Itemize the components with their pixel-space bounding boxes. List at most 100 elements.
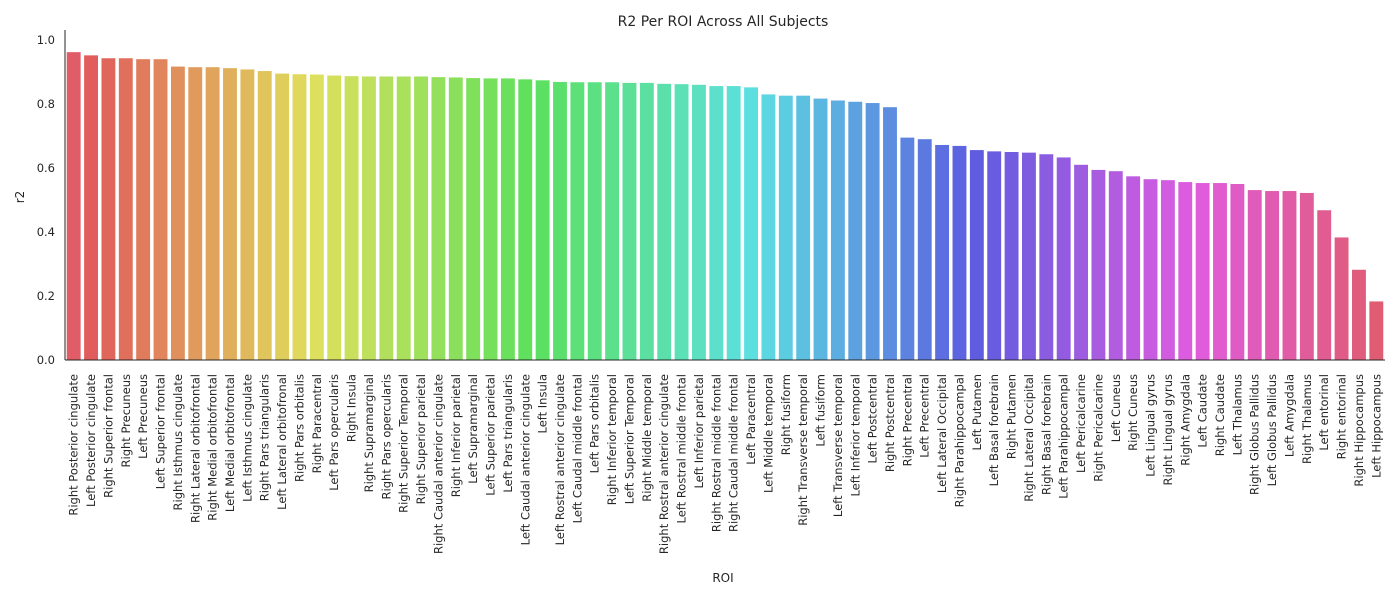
x-tick-label: Right Supramarginal [362,374,376,492]
x-tick-label: Left Posterior cingulate [84,374,98,507]
x-tick-label: Right Pars triangularis [258,374,272,501]
bar [466,78,481,360]
bar [1022,152,1036,360]
x-tick-label: Right Superior Temporal [397,374,411,513]
x-tick-label: Right Amygdala [1178,374,1192,466]
x-tick-label: Right Insula [345,374,359,442]
bar [205,67,220,360]
x-tick-label: Left Transverse temporal [831,374,845,517]
bar [935,144,950,360]
x-tick-label: Left Putamen [970,374,984,450]
x-tick-label: Right Cuneus [1126,374,1140,451]
x-tick-label: Left Globus Pallidus [1265,374,1279,486]
bar [223,68,237,360]
bar [848,101,863,360]
x-tick-labels-group: Right Posterior cingulate Left Posterior … [67,374,1384,554]
x-tick-label: Left Pericalcarine [1074,374,1088,473]
bar [240,69,255,360]
bar [414,76,428,360]
x-tick-label: Left Lateral Occipital [935,374,949,493]
bar [1126,176,1141,360]
x-tick-label: Right Putamen [1005,374,1019,459]
y-axis-label: r2 [13,191,27,204]
x-tick-label: Right Hippocampus [1352,374,1366,487]
x-tick-label: Right Thalamus [1300,374,1314,464]
x-axis-label: ROI [712,571,733,585]
bar [605,82,620,361]
x-tick-label: Left Caudal middle frontal [570,374,584,523]
bar [84,55,98,361]
bar [431,77,446,361]
x-tick-label: Left Amygdala [1282,374,1296,457]
y-tick-label: 1.0 [37,33,55,47]
bars-group [66,52,1384,361]
x-tick-label: Right Superior parietal [414,374,428,504]
x-tick-label: Left Hippocampus [1369,374,1383,478]
x-tick-label: Left Caudal anterior cingulate [518,374,532,545]
x-tick-label: Left Lateral orbitofronal [275,374,289,510]
bar [778,95,793,361]
bar [1143,179,1158,360]
bar [761,94,776,361]
x-tick-label: Right Inferior temporal [605,374,619,505]
x-tick-label: Right Parahippocampal [952,374,966,507]
x-tick-label: Right Paracentral [310,374,324,473]
bar [674,84,689,360]
bar [865,103,880,360]
x-tick-label: Left Rostral anterior cingulate [553,374,567,545]
bar [622,82,637,360]
x-tick-label: Left Pars triangularis [501,374,515,493]
x-tick-label: Left Middle temporal [761,374,775,493]
bar [1334,237,1349,360]
x-tick-label: Left Basal forebrain [987,374,1001,486]
x-tick-label: Left Inferior parietal [692,374,706,489]
x-tick-label: Right Precuneus [119,374,133,467]
x-tick-label: Right entorinal [1335,374,1349,459]
bar [657,83,672,360]
x-tick-label: Left Parahippocampal [1057,374,1071,499]
bar [1247,190,1262,360]
x-tick-label: Right Pericalcarine [1091,374,1105,482]
bar [257,71,272,360]
bar [587,82,602,361]
x-tick-label: Left Rostral middle frontal [675,374,689,523]
x-tick-label: Right Inferior parietal [449,374,463,497]
x-tick-label: Right Caudate [1213,374,1227,456]
x-tick-label: Right Caudal anterior cingulate [431,374,445,554]
y-tick-label: 0.4 [37,225,55,239]
chart-title: R2 Per ROI Across All Subjects [618,14,829,30]
bar [136,59,151,360]
bar [813,98,828,360]
bar [883,107,897,360]
bar [969,150,984,360]
x-tick-label: Left Supramarginal [466,374,480,484]
bar [535,80,550,360]
x-tick-label: Left Paracentral [744,374,758,465]
x-tick-label: Left Thalamus [1230,374,1244,455]
x-tick-label: Left Pars orbitalis [588,374,602,473]
x-tick-label: Right Globus Pallidus [1248,374,1262,495]
bar [66,52,81,360]
x-tick-label: Left Caudate [1196,374,1210,448]
bar [1160,180,1175,360]
bar [1213,183,1227,360]
x-tick-label: Right Caudal middle frontal [727,374,741,532]
bar [639,82,654,360]
bar [1108,171,1123,360]
x-tick-label: Right Superior frontal [101,374,115,498]
y-tick-label: 0.0 [37,353,55,367]
x-tick-label: Left Precentral [918,374,932,458]
x-tick-label: Right Middle temporal [640,374,654,502]
bar [1317,210,1332,360]
bar [1265,191,1280,360]
bar [1369,301,1384,360]
y-tick-label: 0.8 [37,97,55,111]
bar [1230,184,1245,360]
x-tick-label: Left entorinal [1317,374,1331,451]
x-tick-label: Left Superior frontal [154,374,168,489]
bar [570,82,585,361]
bar [518,79,533,361]
bar [1195,183,1210,360]
bar [448,77,463,360]
bar [118,58,133,361]
